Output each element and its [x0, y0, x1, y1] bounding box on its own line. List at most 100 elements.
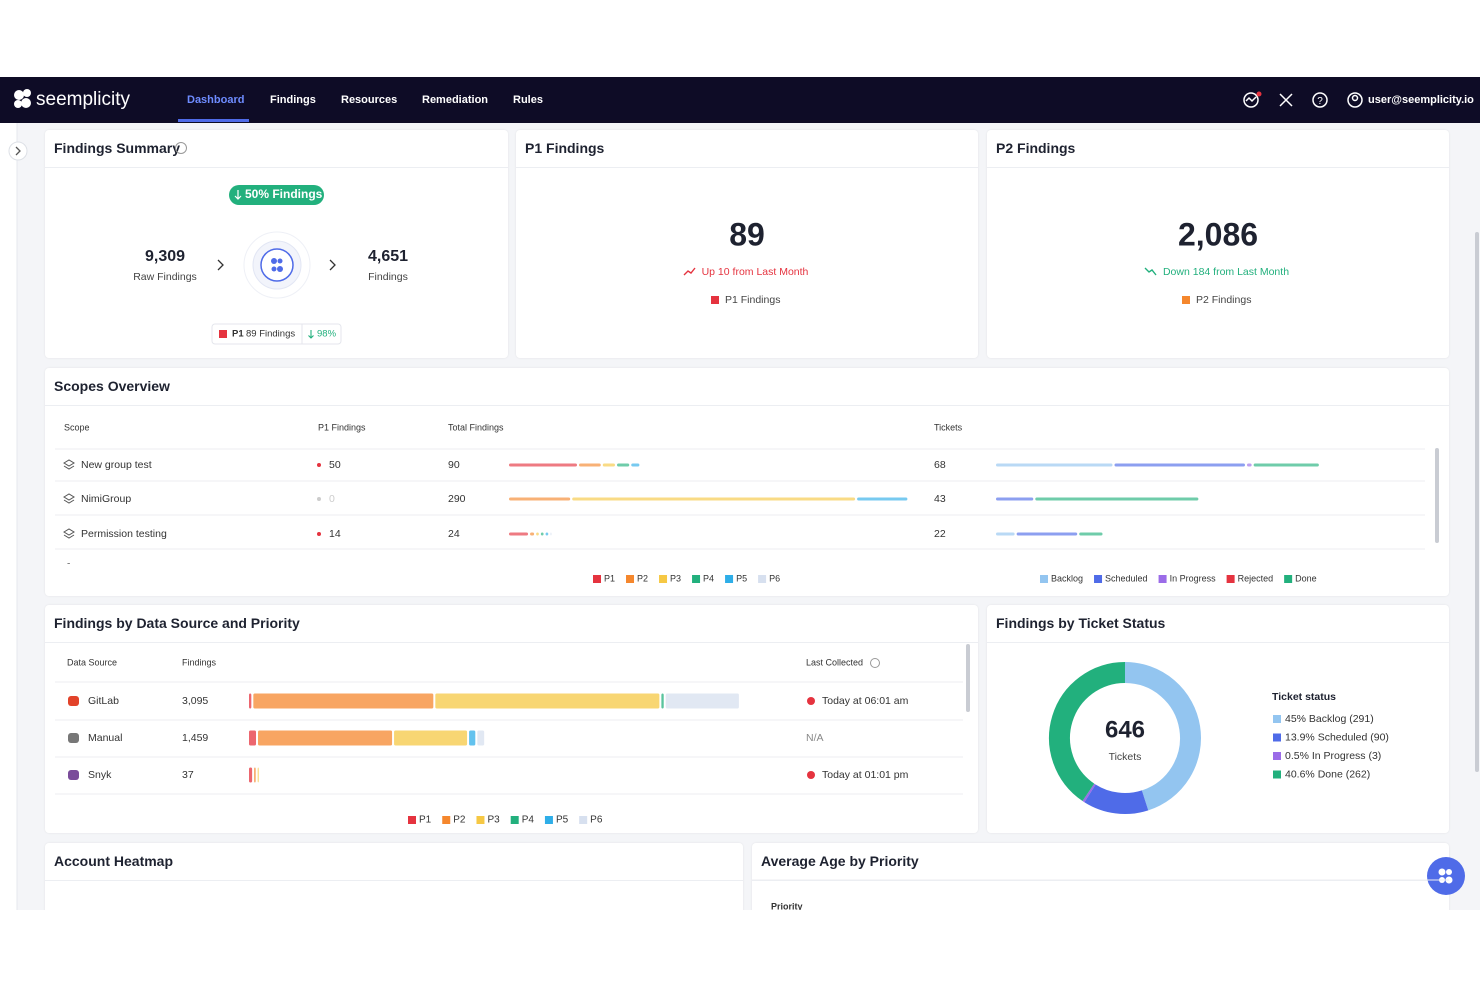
column-header: Findings — [182, 657, 217, 667]
alert-dot — [807, 697, 815, 705]
nav-tab[interactable]: Resources — [341, 94, 397, 106]
findings-bar — [536, 532, 539, 536]
raw-label: Raw Findings — [133, 271, 197, 283]
findings-bar — [572, 497, 856, 501]
column-header: Tickets — [934, 422, 963, 432]
source-bar — [394, 730, 468, 746]
ticket-count: 68 — [934, 459, 946, 471]
findings-bar — [631, 463, 640, 467]
findings-bar — [602, 463, 615, 467]
status-legend: Rejected — [1238, 573, 1274, 583]
p1-count: 50 — [329, 459, 341, 471]
scope-more: - — [67, 559, 70, 570]
findings-summary-card: Findings Summary — [45, 130, 508, 358]
source-name: GitLab — [88, 695, 119, 707]
column-header: Total Findings — [448, 422, 504, 432]
priority-legend: P1 — [419, 815, 432, 826]
status-legend: Scheduled — [1105, 573, 1148, 583]
raw-value: 9,309 — [145, 248, 185, 265]
summary-badge: 50% Findings — [245, 187, 323, 201]
status-legend: 13.9% Scheduled (90) — [1285, 731, 1389, 743]
source-findings: 37 — [182, 769, 194, 781]
scope-name: Permission testing — [81, 528, 167, 540]
findings-label: Findings — [368, 271, 408, 283]
source-bar — [249, 767, 253, 783]
p1-tag: P1 — [232, 329, 244, 340]
p1-dot — [317, 463, 321, 467]
ticket-bar — [1253, 463, 1319, 467]
p2-card: P2 Findings — [987, 130, 1449, 358]
legend-title: Ticket status — [1272, 691, 1336, 703]
ticket-bar — [996, 497, 1034, 501]
nav-tab[interactable]: Findings — [270, 94, 316, 106]
priority-legend: P1 — [604, 573, 615, 583]
source-name: Snyk — [88, 769, 112, 781]
p1-count: 14 — [329, 528, 341, 540]
findings-bar — [509, 497, 571, 501]
legend-swatch — [659, 575, 668, 583]
ticket-bar — [1079, 532, 1103, 536]
p1-count: 0 — [329, 493, 335, 505]
nav-bar — [0, 77, 1480, 123]
legend-swatch — [1094, 575, 1103, 583]
legend-swatch — [442, 816, 451, 824]
card-title: Account Heatmap — [45, 843, 743, 881]
priority-legend: P4 — [522, 815, 535, 826]
priority-legend: P6 — [769, 573, 780, 583]
kpi-value: 2,086 — [1178, 216, 1258, 252]
card-title: Findings by Data Source and Priority — [45, 605, 978, 643]
last-collected: Today at 01:01 pm — [822, 769, 909, 781]
scopes-card: Scopes Overview — [45, 368, 1449, 596]
source-bar — [258, 730, 393, 746]
column-header: P1 Findings — [318, 422, 366, 432]
status-legend: In Progress — [1170, 573, 1217, 583]
priority-legend: P2 — [453, 815, 466, 826]
kpi-legend: P2 Findings — [1196, 294, 1251, 306]
status-legend: 45% Backlog (291) — [1285, 713, 1374, 725]
trend-icon — [1144, 267, 1157, 276]
user-email[interactable]: user@seemplicity.io — [1368, 94, 1474, 106]
findings-bar — [509, 463, 577, 467]
ticket-bar — [1246, 463, 1252, 467]
ticket-bar — [996, 532, 1015, 536]
nav-tab[interactable]: Remediation — [422, 94, 488, 106]
nav-tab[interactable]: Dashboard — [187, 94, 244, 106]
card-title: P1 Findings — [516, 130, 978, 168]
donut-total: 646 — [1105, 716, 1145, 743]
source-icon — [68, 733, 79, 743]
column-header: Last Collected — [806, 657, 863, 667]
total-count: 290 — [448, 493, 466, 505]
donut-segment — [1082, 783, 1096, 803]
legend-swatch — [408, 816, 416, 824]
last-collected: N/A — [806, 732, 824, 744]
legend-swatch — [1158, 575, 1167, 583]
kpi-legend: P1 Findings — [725, 294, 780, 306]
axis-label: Priority — [771, 901, 803, 911]
card-title: Scopes Overview — [45, 368, 1449, 406]
card-title: Findings Summary — [45, 130, 508, 168]
p1-dot — [317, 532, 321, 536]
legend-swatch — [626, 575, 635, 583]
legend-swatch — [692, 575, 701, 583]
logo-text: seemplicity — [36, 89, 130, 110]
findings-bar — [530, 532, 535, 536]
column-header: Data Source — [67, 657, 117, 667]
legend-swatch — [1182, 296, 1190, 304]
svg-text:?: ? — [1317, 96, 1323, 107]
card-title: Findings by Ticket Status — [987, 605, 1449, 643]
priority-legend: P3 — [487, 815, 500, 826]
status-legend: 0.5% In Progress (3) — [1285, 750, 1381, 762]
p1-card: P1 Findings — [516, 130, 978, 358]
legend-swatch — [711, 296, 719, 304]
findings-bar — [857, 497, 908, 501]
source-bar — [254, 767, 256, 783]
scope-icon — [63, 528, 75, 539]
legend-swatch — [1040, 575, 1048, 583]
last-collected: Today at 06:01 am — [822, 695, 909, 707]
source-bar — [469, 730, 476, 746]
source-icon — [68, 770, 79, 780]
source-name: Manual — [88, 732, 122, 744]
nav-tab[interactable]: Rules — [513, 94, 543, 106]
status-legend: Done — [1295, 573, 1317, 583]
